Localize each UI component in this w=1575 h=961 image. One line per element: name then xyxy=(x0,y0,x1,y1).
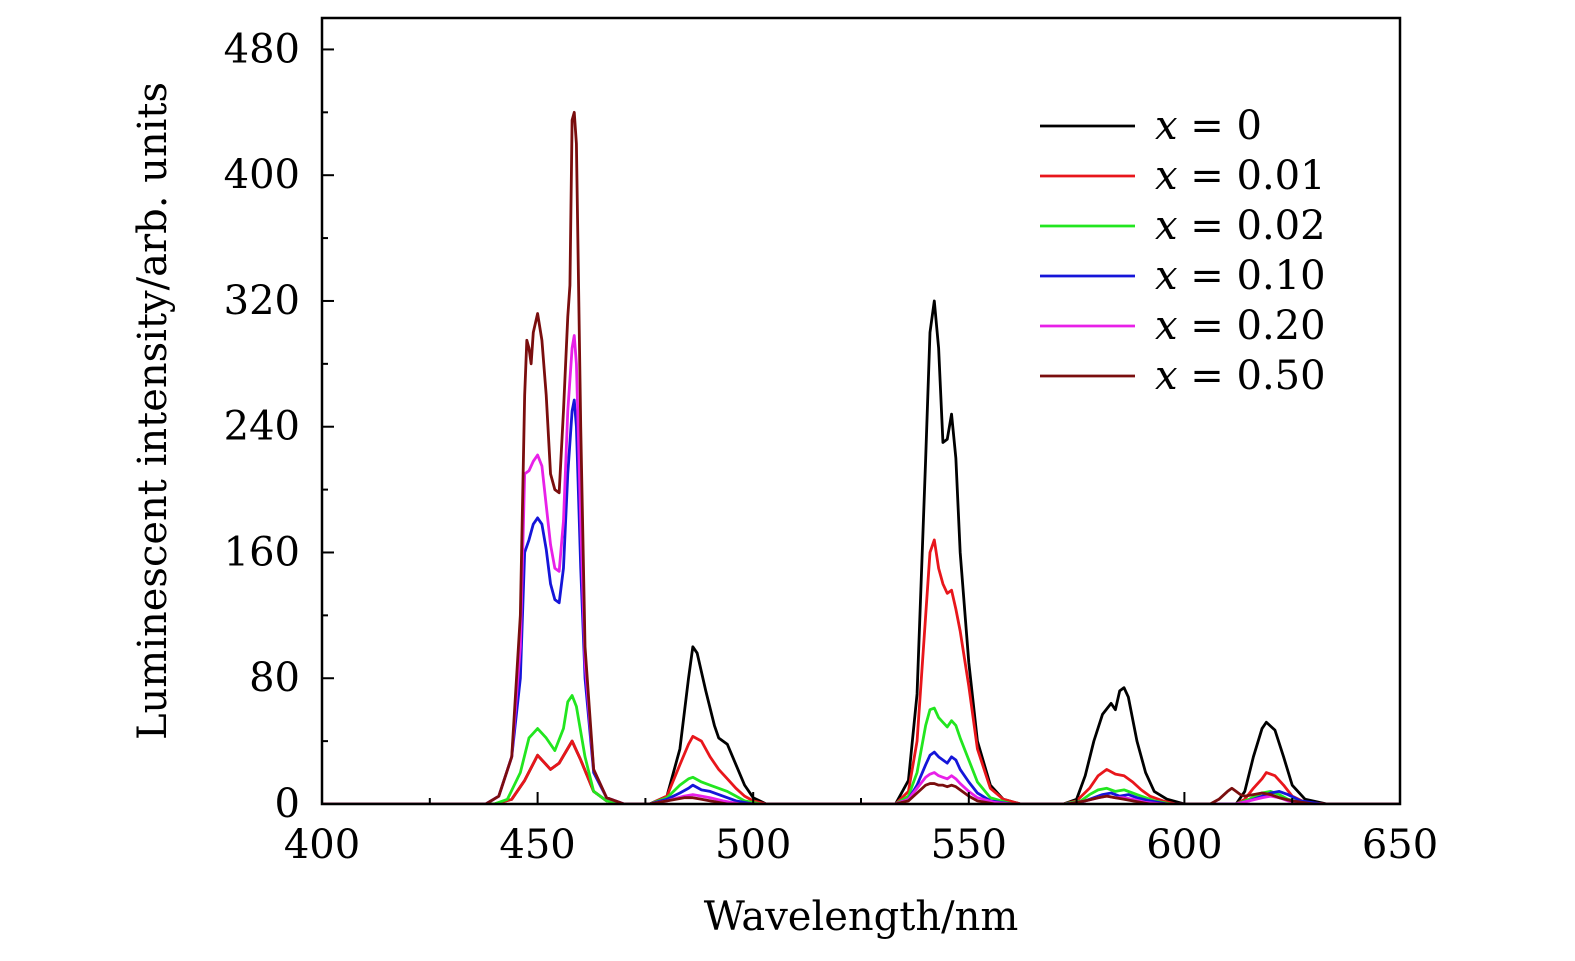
x-tick-label: 650 xyxy=(1362,822,1438,868)
legend: x = 0x = 0.01x = 0.02x = 0.10x = 0.20x =… xyxy=(1040,103,1326,399)
series-line-3 xyxy=(322,398,1400,804)
ticks-layer xyxy=(321,48,1401,805)
tick-labels-layer: 400 450 500 550 600 650 0 80 160 240 320 400 480 xyxy=(224,26,1439,868)
legend-label-5: x = 0.50 xyxy=(1155,353,1326,399)
x-axis-label: Wavelength/nm xyxy=(704,894,1019,940)
legend-label-1: x = 0.01 xyxy=(1155,153,1326,199)
x-tick-label: 600 xyxy=(1146,822,1222,868)
legend-label-2: x = 0.02 xyxy=(1155,203,1326,249)
y-tick-label: 80 xyxy=(249,655,300,701)
y-axis-label: Luminescent intensity/arb. units xyxy=(130,82,176,740)
series-line-2 xyxy=(322,694,1400,804)
legend-label-3: x = 0.10 xyxy=(1155,253,1326,299)
legend-label-0: x = 0 xyxy=(1155,103,1262,149)
legend-label-4: x = 0.20 xyxy=(1155,303,1326,349)
series-line-5 xyxy=(322,110,1400,804)
y-tick-label: 480 xyxy=(224,26,300,72)
series-line-1 xyxy=(322,538,1400,804)
x-tick-label: 500 xyxy=(715,822,791,868)
y-tick-label: 400 xyxy=(224,152,300,198)
x-tick-label: 550 xyxy=(931,822,1007,868)
x-tick-label: 400 xyxy=(284,822,360,868)
y-tick-label: 160 xyxy=(224,529,300,575)
y-tick-label: 240 xyxy=(224,404,300,450)
series-line-4 xyxy=(322,334,1400,804)
y-tick-label: 0 xyxy=(275,781,300,827)
x-tick-label: 450 xyxy=(499,822,575,868)
series-line-0 xyxy=(322,299,1400,804)
y-tick-label: 320 xyxy=(224,278,300,324)
